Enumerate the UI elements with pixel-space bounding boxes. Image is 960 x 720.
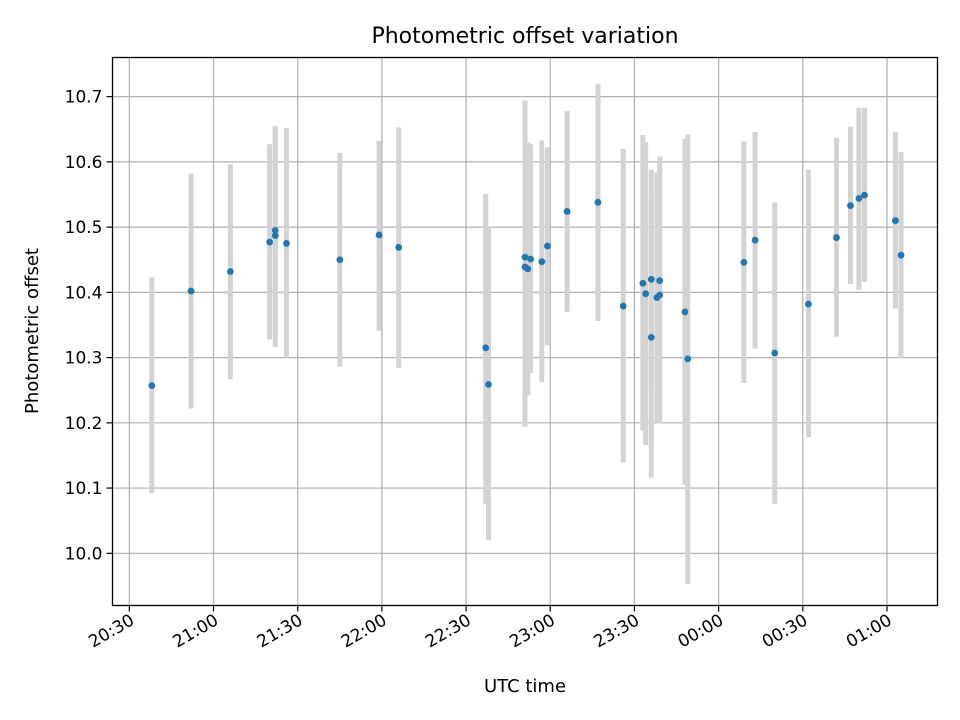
data-point xyxy=(187,287,195,295)
data-point xyxy=(226,268,234,275)
data-point xyxy=(897,251,905,259)
y-tick-label: 10.1 xyxy=(65,479,103,499)
data-point xyxy=(656,277,664,285)
data-point xyxy=(647,333,655,341)
y-tick-label: 10.0 xyxy=(65,544,103,564)
y-axis-label: Photometric offset xyxy=(22,248,43,414)
data-point xyxy=(805,300,812,308)
data-point xyxy=(684,355,692,363)
y-tick-label: 10.4 xyxy=(65,283,103,303)
x-axis-label: UTC time xyxy=(484,676,566,697)
data-point xyxy=(271,232,279,240)
data-point xyxy=(594,198,602,206)
data-point xyxy=(642,290,650,298)
data-point xyxy=(266,238,274,246)
data-point xyxy=(656,291,664,299)
data-point xyxy=(527,255,535,263)
plot-frame xyxy=(111,56,939,607)
data-point xyxy=(148,382,156,390)
data-point xyxy=(538,258,546,266)
y-tick-label: 10.3 xyxy=(65,349,103,369)
data-point xyxy=(482,344,490,352)
data-point xyxy=(544,242,551,250)
data-point xyxy=(771,349,779,357)
data-point xyxy=(524,265,532,273)
data-point xyxy=(521,253,529,261)
data-point xyxy=(563,208,571,215)
data-point xyxy=(271,226,279,234)
data-point xyxy=(681,308,689,316)
y-axis: 10.0 10.1 10.2 10.3 10.4 10.5 10.6 10.7 xyxy=(65,88,113,564)
data-point xyxy=(619,302,627,310)
data-point xyxy=(283,240,290,247)
data-point xyxy=(855,195,863,202)
data-point xyxy=(639,279,647,287)
y-tick-label: 10.7 xyxy=(65,88,103,108)
data-point xyxy=(395,243,403,251)
data-point xyxy=(833,234,840,241)
data-point xyxy=(861,191,868,199)
data-points xyxy=(148,191,905,390)
data-point xyxy=(751,236,759,244)
y-tick-label: 10.6 xyxy=(65,153,103,173)
data-point xyxy=(647,275,655,283)
data-point xyxy=(847,202,854,209)
data-point xyxy=(892,217,899,224)
data-point xyxy=(740,258,748,266)
data-point xyxy=(336,256,344,264)
chart-title: Photometric offset variation xyxy=(371,24,678,49)
y-tick-label: 10.2 xyxy=(65,414,103,434)
data-point xyxy=(375,231,383,239)
y-tick-label: 10.5 xyxy=(65,218,103,238)
data-point xyxy=(485,380,492,388)
